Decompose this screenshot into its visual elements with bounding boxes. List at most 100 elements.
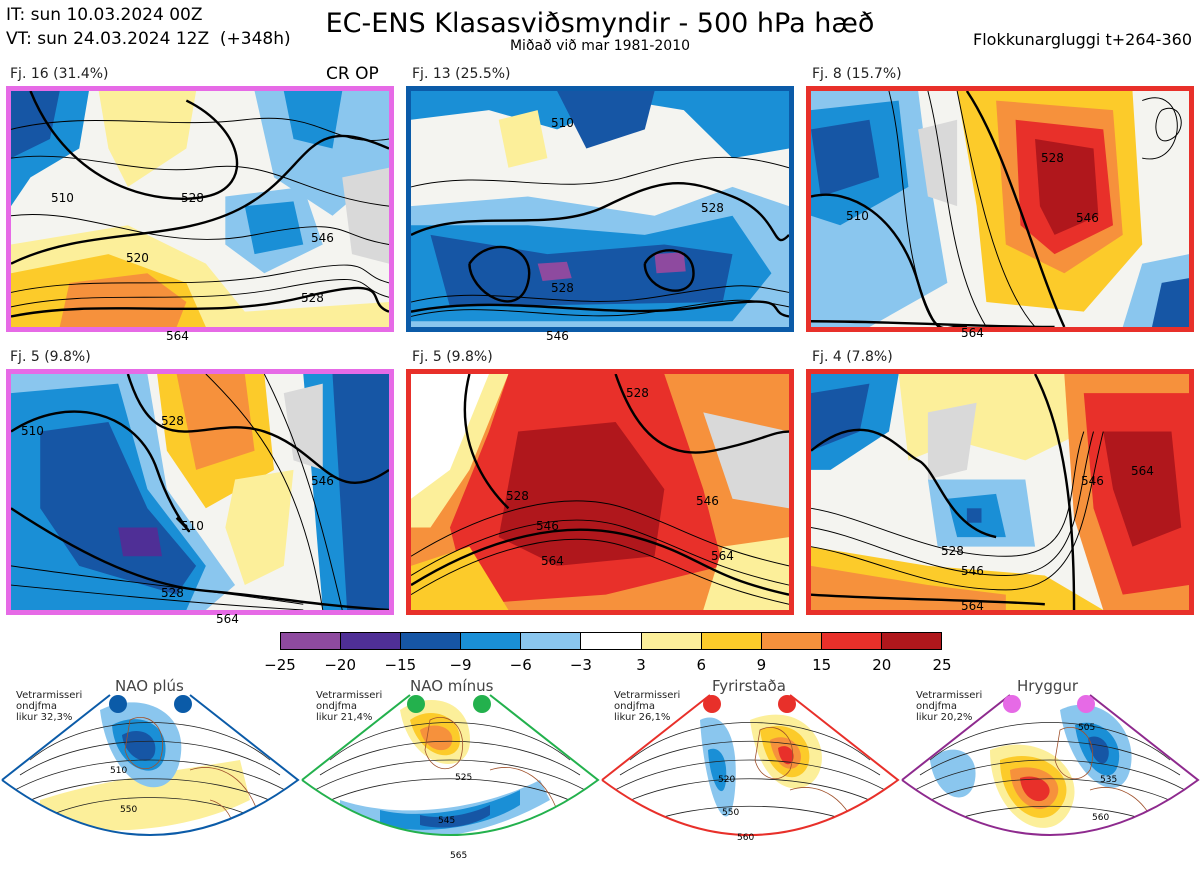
svg-text:505: 505 (1078, 723, 1095, 733)
contour-label: 528 (506, 489, 529, 503)
colorbar-swatch (701, 633, 762, 649)
page-title: EC-ENS Klasasviðsmyndir - 500 hPa hæð (325, 8, 875, 39)
colorbar-tick-label: −6 (509, 656, 532, 674)
regime-1-name: NAO plús (115, 677, 184, 695)
regime-4-name: Hryggur (1017, 677, 1079, 695)
colorbar-tick-label: 3 (636, 656, 646, 674)
nao-minus-map (302, 695, 598, 835)
anomaly-colorbar (280, 632, 942, 650)
colorbar-tick-label: −3 (569, 656, 592, 674)
contour-label: 528 (701, 201, 724, 215)
cluster-map-3 (806, 86, 1194, 332)
contour-label: 546 (546, 329, 569, 343)
contour-label: 564 (166, 329, 189, 343)
panel-6-label: Fj. 4 (7.8%) (812, 349, 893, 365)
panel-1-tag: CR OP (326, 64, 379, 84)
regime-3-name: Fyrirstaða (712, 677, 786, 695)
contour-label: 510 (51, 191, 74, 205)
valid-time: VT: sun 24.03.2024 12Z (+348h) (6, 29, 291, 49)
regime-insets: 510 550 525 545 565 (1, 694, 1200, 861)
classification-window: Flokkunargluggi t+264-360 (973, 30, 1192, 49)
colorbar-swatch (281, 633, 342, 649)
colorbar-tick-label: −25 (264, 656, 296, 674)
colorbar-swatch (581, 633, 642, 649)
contour-label: 546 (1076, 211, 1099, 225)
regime-2-name: NAO mínus (410, 677, 494, 695)
regime-3-dot (703, 695, 721, 713)
regime-3-dot (778, 695, 796, 713)
cluster-map-1 (6, 86, 394, 332)
contour-label: 546 (961, 564, 984, 578)
regime-4-dot (1003, 695, 1021, 713)
colorbar-tick-label: 15 (812, 656, 832, 674)
colorbar-swatch (821, 633, 882, 649)
contour-label: 564 (1131, 464, 1154, 478)
contour-label: 528 (181, 191, 204, 205)
blocking-map (602, 695, 898, 835)
cluster-map-2 (406, 86, 794, 332)
contour-label: 520 (126, 251, 149, 265)
panel-1-label: Fj. 16 (31.4%) (10, 66, 109, 82)
svg-text:525: 525 (455, 773, 472, 783)
cluster-map-6 (806, 369, 1194, 615)
contour-label: 564 (541, 554, 564, 568)
regime-3-likelihood: Vetrarmisseri ondjfma likur 26,1% (614, 690, 681, 723)
contour-label: 564 (961, 599, 984, 613)
svg-text:550: 550 (722, 808, 739, 818)
contour-label: 510 (551, 116, 574, 130)
contour-label: 510 (846, 209, 869, 223)
cluster-map-5 (406, 369, 794, 615)
contour-label: 546 (1081, 474, 1104, 488)
colorbar-tick-label: −9 (449, 656, 472, 674)
regime-4-dot (1077, 695, 1095, 713)
ridge-map (902, 695, 1198, 835)
contour-label: 546 (311, 231, 334, 245)
svg-text:560: 560 (1092, 813, 1109, 823)
contour-label: 564 (711, 549, 734, 563)
colorbar-tick-label: −15 (384, 656, 417, 674)
contour-label: 546 (311, 474, 334, 488)
regime-1-dot (174, 695, 192, 713)
contour-label: 564 (961, 326, 984, 340)
init-time: IT: sun 10.03.2024 00Z (6, 5, 203, 25)
contour-label: 528 (941, 544, 964, 558)
regime-2-likelihood: Vetrarmisseri ondjfma likur 21,4% (316, 690, 383, 723)
contour-label: 528 (626, 386, 649, 400)
contour-label: 528 (301, 291, 324, 305)
colorbar-swatch (341, 633, 402, 649)
colorbar-tick-label: 20 (872, 656, 892, 674)
colorbar-tick-label: 9 (756, 656, 767, 674)
svg-text:520: 520 (718, 775, 735, 785)
svg-text:535: 535 (1100, 775, 1117, 785)
contour-label: 510 (181, 519, 204, 533)
regime-2-dot (473, 695, 491, 713)
panel-2-label: Fj. 13 (25.5%) (412, 66, 511, 82)
panel-5-label: Fj. 5 (9.8%) (412, 349, 493, 365)
panel-4-label: Fj. 5 (9.8%) (10, 349, 91, 365)
regime-1-likelihood: Vetrarmisseri ondjfma likur 32,3% (16, 690, 83, 723)
contour-label: 528 (1041, 151, 1064, 165)
contour-label: 510 (21, 424, 44, 438)
contour-label: 528 (161, 414, 184, 428)
colorbar-tick-label: 25 (932, 656, 952, 674)
contour-label: 546 (696, 494, 719, 508)
colorbar-swatch (401, 633, 462, 649)
regime-2-dot (407, 695, 425, 713)
colorbar-swatch (761, 633, 822, 649)
colorbar-tick-label: −20 (324, 656, 356, 674)
regime-1-dot (109, 695, 127, 713)
colorbar-swatch (521, 633, 582, 649)
colorbar-swatch (641, 633, 702, 649)
contour-label: 528 (161, 586, 184, 600)
svg-text:550: 550 (120, 805, 137, 815)
contour-label: 528 (551, 281, 574, 295)
svg-text:545: 545 (438, 816, 455, 826)
colorbar-swatch (881, 633, 942, 649)
panel-3-label: Fj. 8 (15.7%) (812, 66, 902, 82)
colorbar-swatch (461, 633, 522, 649)
svg-text:565: 565 (450, 851, 467, 861)
regime-4-likelihood: Vetrarmisseri ondjfma likur 20,2% (916, 690, 983, 723)
contour-label: 546 (536, 519, 559, 533)
svg-text:510: 510 (110, 766, 127, 776)
colorbar-tick-label: 6 (696, 656, 707, 674)
